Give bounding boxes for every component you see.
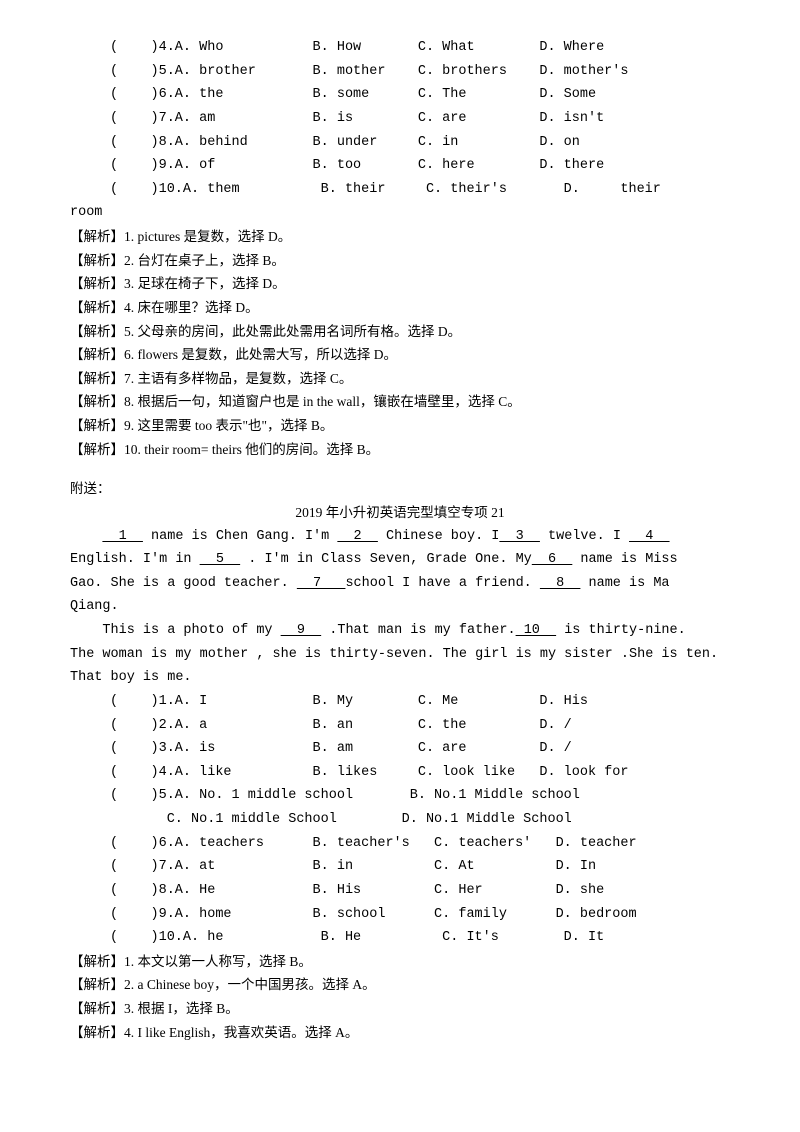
analysis-line: 【解析】4. I like English，我喜欢英语。选择 A。	[70, 1021, 730, 1045]
analysis-line: 【解析】9. 这里需要 too 表示"也"，选择 B。	[70, 414, 730, 438]
mc-option-row: ( )10.A. them B. their C. their's D. the…	[70, 178, 730, 202]
mc-option-row: ( )9.A. of B. too C. here D. there	[70, 154, 730, 178]
mc-option-row: ( )10.A. he B. He C. It's D. It	[70, 926, 730, 950]
passage-line: Qiang.	[70, 595, 730, 619]
attach-label: 附送：	[70, 477, 730, 501]
analysis-line: 【解析】7. 主语有多样物品，是复数，选择 C。	[70, 367, 730, 391]
passage-line: That boy is me.	[70, 666, 730, 690]
section-title: 2019 年小升初英语完型填空专项 21	[70, 501, 730, 525]
analysis-line: 【解析】6. flowers 是复数，此处需大写，所以选择 D。	[70, 343, 730, 367]
mc-option-row: ( )5.A. No. 1 middle school B. No.1 Midd…	[70, 784, 730, 808]
mc-option-row: C. No.1 middle School D. No.1 Middle Sch…	[70, 808, 730, 832]
mc-option-row: ( )7.A. am B. is C. are D. isn't	[70, 107, 730, 131]
mc-option-row: ( )6.A. the B. some C. The D. Some	[70, 83, 730, 107]
mc-option-row: ( )5.A. brother B. mother C. brothers D.…	[70, 60, 730, 84]
mc-option-row: ( )1.A. I B. My C. Me D. His	[70, 690, 730, 714]
passage-line: 1 name is Chen Gang. I'm 2 Chinese boy. …	[70, 525, 730, 549]
passage-line: The woman is my mother , she is thirty-s…	[70, 643, 730, 667]
mc-option-row: ( )9.A. home B. school C. family D. bedr…	[70, 903, 730, 927]
tail-word: room	[70, 201, 730, 225]
analysis-line: 【解析】10. their room= theirs 他们的房间。选择 B。	[70, 438, 730, 462]
analysis-line: 【解析】8. 根据后一句，知道窗户也是 in the wall，镶嵌在墙壁里，选…	[70, 390, 730, 414]
mc-option-row: ( )8.A. behind B. under C. in D. on	[70, 131, 730, 155]
passage-line: This is a photo of my 9 .That man is my …	[70, 619, 730, 643]
analysis-line: 【解析】2. a Chinese boy，一个中国男孩。选择 A。	[70, 973, 730, 997]
mc-option-row: ( )6.A. teachers B. teacher's C. teacher…	[70, 832, 730, 856]
mc-option-row: ( )2.A. a B. an C. the D. /	[70, 714, 730, 738]
analysis-line: 【解析】4. 床在哪里？选择 D。	[70, 296, 730, 320]
mc-option-row: ( )8.A. He B. His C. Her D. she	[70, 879, 730, 903]
mc-option-row: ( )7.A. at B. in C. At D. In	[70, 855, 730, 879]
analysis-line: 【解析】5. 父母亲的房间，此处需此处需用名词所有格。选择 D。	[70, 320, 730, 344]
analysis-line: 【解析】1. 本文以第一人称写，选择 B。	[70, 950, 730, 974]
mc-option-row: ( )4.A. like B. likes C. look like D. lo…	[70, 761, 730, 785]
passage-line: English. I'm in 5 . I'm in Class Seven, …	[70, 548, 730, 572]
analysis-line: 【解析】3. 足球在椅子下，选择 D。	[70, 272, 730, 296]
analysis-line: 【解析】2. 台灯在桌子上，选择 B。	[70, 249, 730, 273]
analysis-line: 【解析】3. 根据 I，选择 B。	[70, 997, 730, 1021]
analysis-line: 【解析】1. pictures 是复数，选择 D。	[70, 225, 730, 249]
mc-option-row: ( )3.A. is B. am C. are D. /	[70, 737, 730, 761]
mc-option-row: ( )4.A. Who B. How C. What D. Where	[70, 36, 730, 60]
passage-line: Gao. She is a good teacher. 7 school I h…	[70, 572, 730, 596]
